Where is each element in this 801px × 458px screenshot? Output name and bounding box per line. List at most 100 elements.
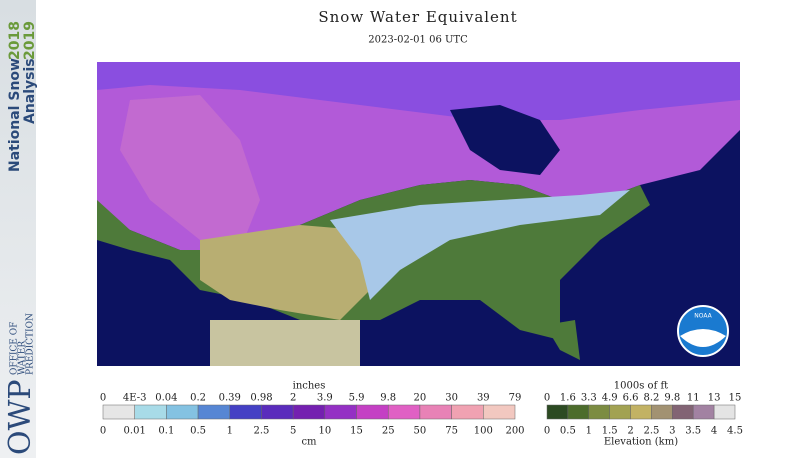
legend-top-label: 0	[544, 393, 550, 404]
office-3: PREDICTION	[26, 313, 36, 375]
legend-bottom-label: 0.5	[560, 426, 576, 437]
mexico	[210, 320, 360, 366]
legend-bottom-label: 15	[350, 426, 363, 437]
legend-bottom-label: 0.5	[190, 426, 206, 437]
legend-top-label: 8.2	[643, 393, 659, 404]
legend-swatch	[102, 404, 135, 420]
legend-bottom-label: 2.5	[254, 426, 270, 437]
legend-swatch	[692, 404, 715, 420]
legend-bottom-label: 1.5	[602, 426, 618, 437]
legend-top-label: 0	[100, 393, 106, 404]
canada-snow	[97, 62, 740, 120]
map: NOAA	[97, 62, 740, 366]
legend-swatch	[567, 404, 590, 420]
legend-swatch	[166, 404, 199, 420]
florida	[545, 320, 580, 360]
noaa-gull	[680, 329, 726, 347]
great-lakes	[450, 105, 560, 175]
legend-top-label: 0.2	[190, 393, 206, 404]
legend-swatch	[229, 404, 262, 420]
legend-bottom-label: 2	[627, 426, 633, 437]
legend-swatch	[546, 404, 569, 420]
sidebar-line1: National Snow	[7, 58, 23, 172]
legend-swatch	[609, 404, 631, 420]
legend-bottom-unit: Elevation (km)	[604, 437, 678, 448]
legend-top-label: 1.6	[560, 393, 576, 404]
legend-top-label: 6.6	[623, 393, 639, 404]
legend-bottom-label: 1	[227, 426, 233, 437]
legend-swatch	[324, 404, 357, 420]
legend-bottom-label: 3.5	[685, 426, 701, 437]
legend-bottom-label: 4	[711, 426, 717, 437]
legend-top-label: 4E-3	[123, 393, 147, 404]
legend-swatch	[451, 404, 484, 420]
legend-top-label: 79	[509, 393, 522, 404]
subtitle: 2023-02-01 06 UTC	[368, 35, 468, 46]
legend-top-label: 13	[708, 393, 721, 404]
legend-bottom-label: 25	[382, 426, 395, 437]
legend-top-unit: 1000s of ft	[614, 381, 668, 392]
sidebar-sub: Analysis 2019	[22, 21, 38, 124]
legend-swatch	[713, 404, 736, 420]
owp-logo: OWP OFFICE OF WATER PREDICTION	[3, 313, 38, 455]
legend-bottom-label: 1	[586, 426, 592, 437]
sidebar-line2: Analysis	[22, 58, 38, 124]
legend-swatch	[134, 404, 167, 420]
noaa-text: NOAA	[694, 313, 712, 320]
legend-top-label: 9.8	[380, 393, 396, 404]
sidebar-year1: 2018	[7, 21, 23, 60]
title: Snow Water Equivalent	[318, 8, 517, 26]
legend-swatch	[197, 404, 231, 420]
legend-bottom-label: 50	[414, 426, 427, 437]
legend-swatch	[419, 404, 452, 420]
legend-bottom-label: 4.5	[727, 426, 743, 437]
legend-bottom-label: 0.1	[158, 426, 174, 437]
legend-bottom-label: 100	[474, 426, 493, 437]
legend-top-label: 15	[729, 393, 742, 404]
legend-top-label: 4.9	[602, 393, 618, 404]
sidebar-year2: 2019	[22, 21, 38, 60]
legend-swatch	[387, 404, 421, 420]
legend-swatch	[483, 404, 516, 420]
southwest	[200, 225, 370, 320]
office-1: OFFICE OF	[10, 322, 20, 375]
legend-top-label: 0.04	[155, 393, 177, 404]
legend-swatch	[292, 404, 326, 420]
legend-swatch	[630, 404, 652, 420]
legend-bottom-label: 0	[544, 426, 550, 437]
legend-top-label: 9.8	[664, 393, 680, 404]
legend-top-label: 0.98	[250, 393, 272, 404]
legend-bottom-label: 5	[290, 426, 296, 437]
legend-top-label: 0.39	[219, 393, 241, 404]
owp-text: OWP	[3, 379, 38, 455]
legend-bottom-label: 200	[505, 426, 524, 437]
legend-swatch	[261, 404, 294, 420]
legend-swatch	[356, 404, 389, 420]
snow-band	[330, 190, 630, 300]
legend-bottom-unit: cm	[301, 437, 317, 448]
legend-top-label: 2	[290, 393, 296, 404]
legend-swatch	[651, 404, 673, 420]
legend-bottom-label: 0	[100, 426, 106, 437]
legend-swatch	[588, 404, 610, 420]
west-mountains	[120, 95, 260, 250]
legend-bottom-label: 10	[318, 426, 331, 437]
legend-top-unit: inches	[293, 381, 326, 392]
legend-bottom-label: 3	[669, 426, 675, 437]
sidebar-title: National Snow 2018	[7, 21, 23, 172]
office-2: WATER	[18, 341, 28, 375]
legend-swatch	[672, 404, 694, 420]
legend-top-label: 5.9	[349, 393, 365, 404]
legend-top-label: 20	[414, 393, 427, 404]
legend-bottom-label: 2.5	[643, 426, 659, 437]
legend-top-label: 11	[687, 393, 700, 404]
sidebar	[0, 0, 36, 458]
legend-top-label: 30	[445, 393, 458, 404]
legend-bottom-label: 0.01	[124, 426, 146, 437]
legend-bottom-label: 75	[445, 426, 458, 437]
legend-top-label: 3.9	[317, 393, 333, 404]
legend-top-label: 3.3	[581, 393, 597, 404]
legend-top-label: 39	[477, 393, 490, 404]
